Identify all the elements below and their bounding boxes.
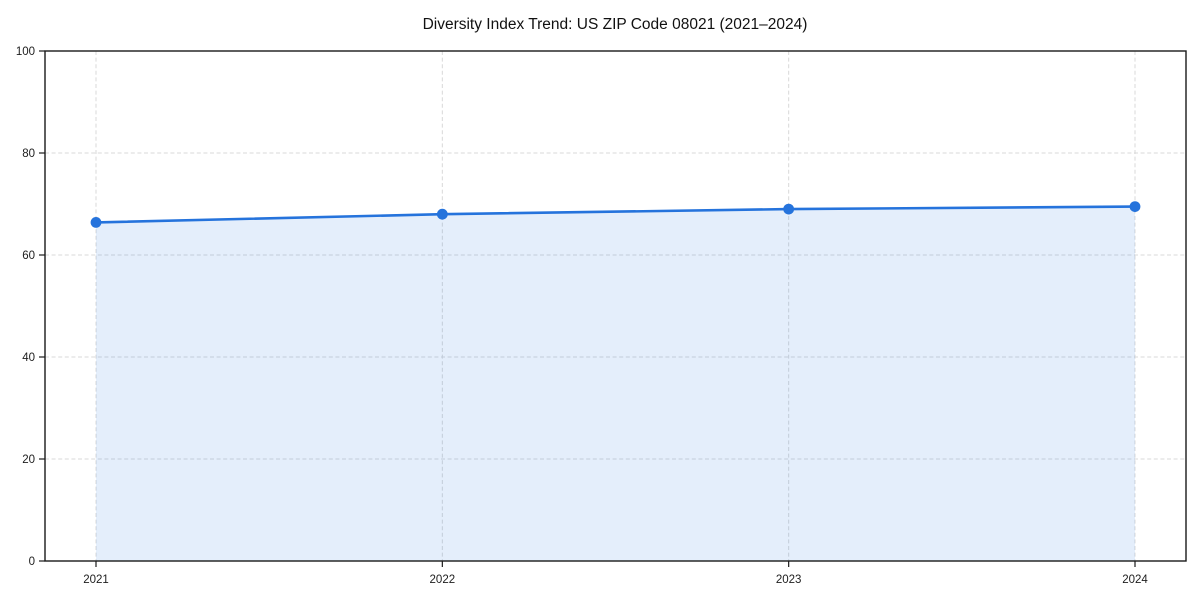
y-tick-label: 40 xyxy=(22,352,35,364)
y-tick-label: 100 xyxy=(16,46,35,58)
x-tick-label: 2021 xyxy=(83,574,109,586)
data-point-2023 xyxy=(783,203,795,215)
data-point-2021 xyxy=(90,217,102,228)
area-fill xyxy=(96,206,1135,561)
data-point-2024 xyxy=(1129,201,1141,213)
x-tick-label: 2024 xyxy=(1122,574,1148,586)
y-tick-label: 80 xyxy=(22,148,35,160)
x-tick-label: 2022 xyxy=(430,574,456,586)
trend-line xyxy=(94,205,1137,224)
y-tick-label: 0 xyxy=(29,556,35,568)
chart-layers: 0 20 40 60 80 100 2021 2022 2023 2024 xyxy=(16,46,1187,586)
y-tick-label: 60 xyxy=(22,250,35,262)
y-tick-label: 20 xyxy=(22,454,35,466)
plot-frame xyxy=(44,50,1187,562)
chart-title: Diversity Index Trend: US ZIP Code 08021… xyxy=(423,16,808,33)
data-point-2022 xyxy=(436,208,448,220)
x-tick-label: 2023 xyxy=(776,574,802,586)
